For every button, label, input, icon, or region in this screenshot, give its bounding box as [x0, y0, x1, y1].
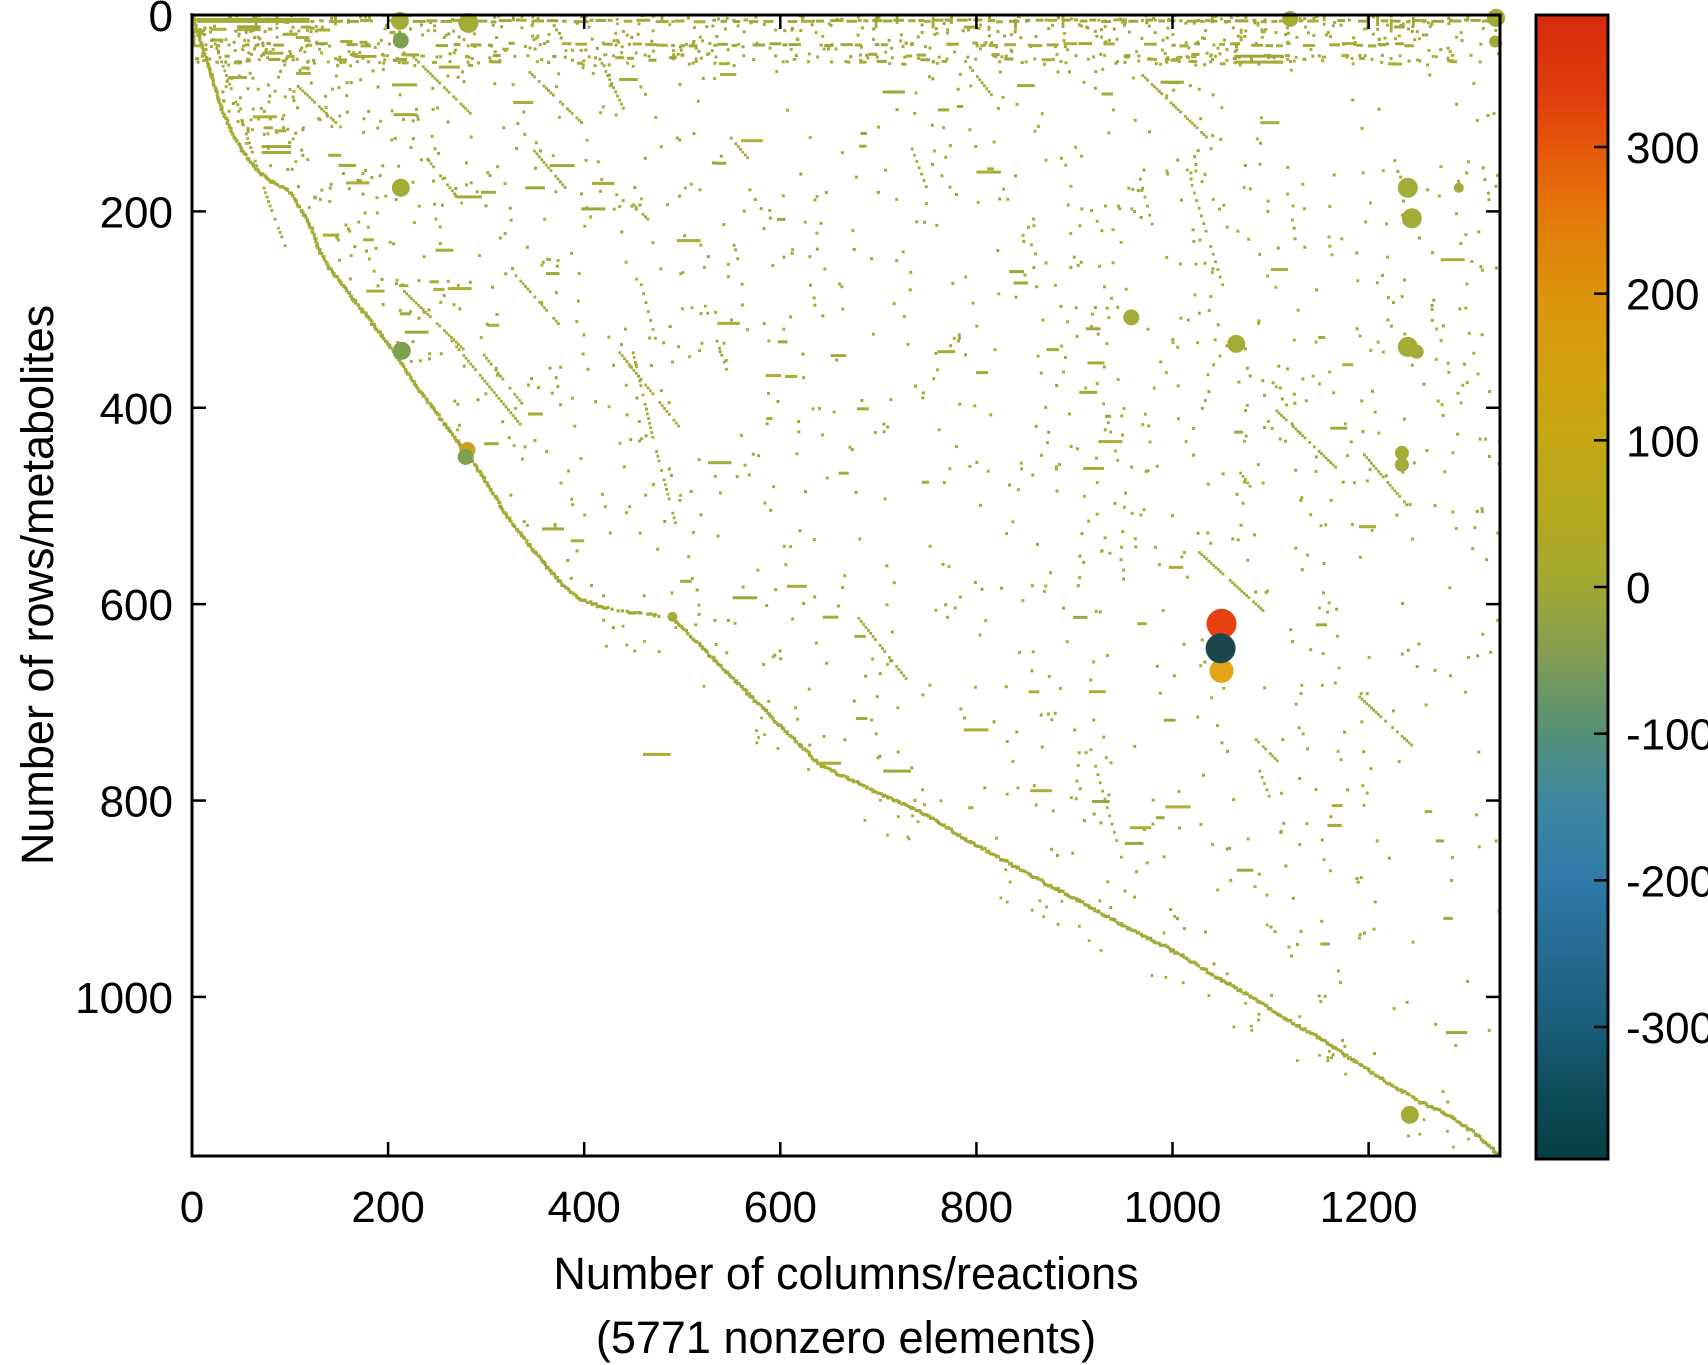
medium-marker	[391, 178, 410, 197]
medium-marker	[1394, 457, 1409, 472]
y-tick-label-200: 200	[100, 188, 173, 237]
x-tick-label-600: 600	[744, 1183, 817, 1232]
axes-frame: 0 200 400 600 800 1000 1200 0 200 400 600 800 1000	[75, 0, 1502, 1232]
colorbar-tick-label--200: -200	[1626, 857, 1708, 906]
big-marker-value-150	[1209, 658, 1234, 683]
medium-markers	[390, 8, 1506, 1124]
y-tick-label-800: 800	[100, 778, 173, 827]
medium-marker	[1282, 10, 1299, 27]
medium-marker	[1123, 309, 1140, 326]
y-tick-label-1000: 1000	[75, 974, 173, 1023]
x-tick-label-1200: 1200	[1320, 1183, 1418, 1232]
big-marker-value-380	[1206, 608, 1237, 639]
colorbar-tick-label-200: 200	[1626, 271, 1699, 320]
big-value-markers	[1205, 608, 1237, 683]
medium-marker	[1453, 182, 1464, 193]
medium-marker	[1227, 334, 1246, 353]
medium-marker	[1397, 177, 1418, 198]
x-tick-label-200: 200	[351, 1183, 424, 1232]
medium-marker	[1489, 35, 1502, 48]
colorbar-tick-label-0: 0	[1626, 564, 1650, 613]
y-axis-title: Number of rows/metabolites	[12, 304, 64, 866]
colorbar-tick-label--100: -100	[1626, 711, 1708, 760]
medium-marker	[1400, 1105, 1419, 1124]
medium-marker	[458, 12, 479, 33]
y-tick-label-600: 600	[100, 581, 173, 630]
y-tick-label-400: 400	[100, 385, 173, 434]
medium-marker	[392, 341, 411, 360]
medium-marker	[1394, 445, 1409, 460]
medium-marker	[667, 611, 678, 622]
medium-marker	[457, 448, 474, 465]
colorbar-frame	[1534, 13, 1610, 1161]
x-axis-title: Number of columns/reactions	[553, 1248, 1139, 1299]
scatter-points	[191, 13, 1502, 1149]
x-tick-label-400: 400	[547, 1183, 620, 1232]
colorbar: 300 200 100 0 -100 -200 -300	[1534, 13, 1708, 1161]
diagonal-envelope	[189, 12, 1502, 1157]
colorbar-tick-label-300: 300	[1626, 124, 1699, 173]
medium-marker	[1409, 344, 1424, 359]
medium-marker	[392, 32, 409, 49]
y-tick-label-0: 0	[149, 0, 173, 41]
colorbar-tick-label--300: -300	[1626, 1004, 1708, 1053]
big-marker-value--380	[1205, 633, 1236, 664]
structure-runs	[192, 13, 1503, 1035]
medium-marker	[1401, 208, 1422, 229]
x-tick-label-800: 800	[940, 1183, 1013, 1232]
medium-marker	[1487, 8, 1506, 27]
x-tick-label-0: 0	[180, 1183, 204, 1232]
x-tick-label-1000: 1000	[1124, 1183, 1222, 1232]
x-axis-subtitle: (5771 nonzero elements)	[595, 1312, 1097, 1363]
plot-frame	[190, 13, 1502, 1158]
colorbar-tick-label-100: 100	[1626, 417, 1699, 466]
